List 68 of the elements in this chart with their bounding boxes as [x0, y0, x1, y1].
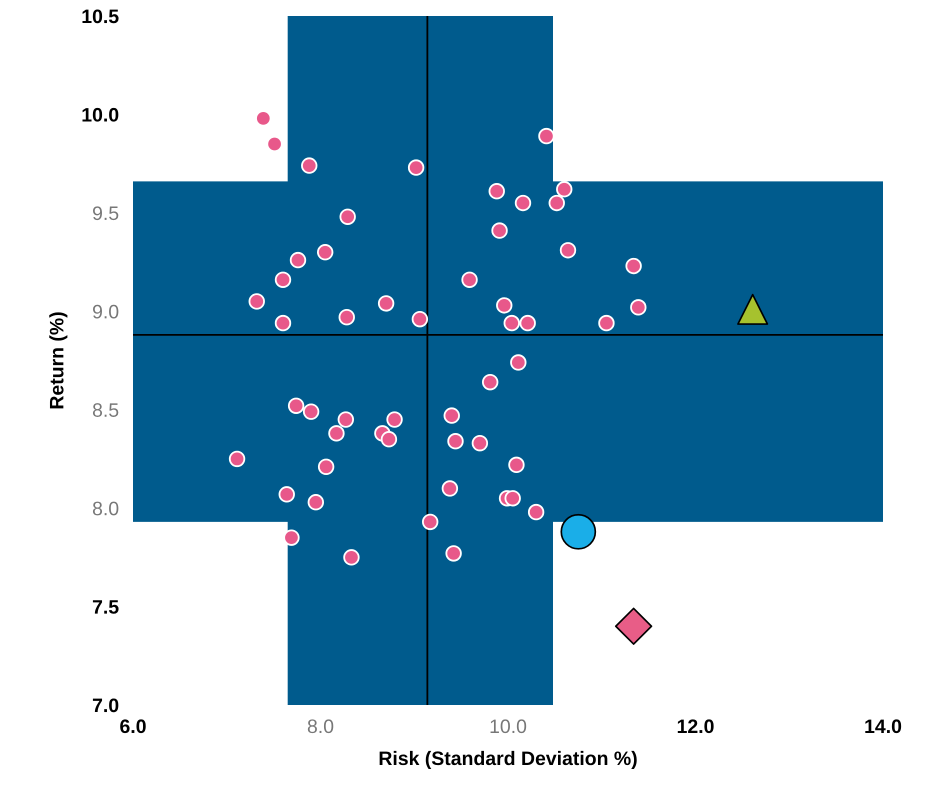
point — [560, 242, 576, 258]
point — [445, 545, 462, 562]
y-tick-label: 7.5 — [92, 600, 119, 614]
y-tick-label: 9.0 — [92, 304, 118, 319]
point — [408, 159, 424, 176]
point — [338, 309, 355, 326]
point — [447, 433, 464, 450]
point — [630, 299, 646, 316]
point — [378, 295, 394, 312]
point — [528, 504, 544, 520]
y-tick-label: 8.0 — [92, 502, 118, 516]
point — [472, 434, 488, 452]
point — [548, 194, 565, 212]
point — [266, 136, 283, 152]
point — [386, 411, 403, 428]
point — [302, 403, 320, 420]
x-axis-title: Risk (Standard Deviation %) — [380, 750, 637, 770]
point — [422, 514, 438, 530]
point — [318, 458, 334, 475]
point — [560, 514, 596, 550]
point — [461, 272, 478, 288]
x-tick-label: 14.0 — [865, 719, 902, 734]
point — [248, 293, 265, 310]
point — [488, 183, 505, 200]
point — [538, 128, 555, 144]
point — [283, 529, 300, 546]
point — [598, 314, 615, 332]
point — [278, 486, 295, 503]
point — [614, 608, 652, 645]
point — [520, 314, 536, 332]
point — [317, 244, 334, 260]
point — [514, 194, 532, 212]
y-tick-label: 8.5 — [92, 403, 118, 417]
point — [343, 549, 360, 566]
point — [510, 354, 526, 371]
point — [338, 411, 354, 428]
point — [274, 314, 292, 332]
x-tick-label: 8.0 — [308, 719, 334, 734]
point — [556, 181, 572, 198]
point — [380, 431, 398, 448]
point — [508, 456, 525, 474]
point — [504, 490, 521, 506]
point — [412, 310, 428, 328]
y-tick-label: 10.5 — [82, 9, 119, 24]
point — [328, 425, 345, 442]
y-tick-label: 10.0 — [82, 108, 118, 122]
point — [288, 398, 304, 414]
point — [308, 494, 324, 510]
y-tick-label: 7.0 — [92, 698, 118, 712]
point — [340, 208, 356, 225]
point — [444, 407, 460, 424]
point — [625, 258, 642, 274]
point — [737, 294, 768, 325]
point — [491, 222, 508, 239]
point — [274, 272, 292, 288]
point — [255, 110, 272, 127]
point — [290, 252, 306, 268]
point — [301, 157, 318, 174]
x-tick-label: 12.0 — [678, 719, 714, 734]
point — [504, 314, 520, 332]
point — [442, 480, 458, 497]
x-tick-label: 6.0 — [120, 719, 146, 734]
y-tick-label: 9.5 — [92, 206, 118, 220]
x-tick-label: 10.0 — [490, 719, 526, 734]
y-axis-title: Return (%) — [49, 312, 68, 408]
point — [482, 374, 498, 390]
point — [228, 450, 246, 468]
point — [496, 297, 512, 314]
